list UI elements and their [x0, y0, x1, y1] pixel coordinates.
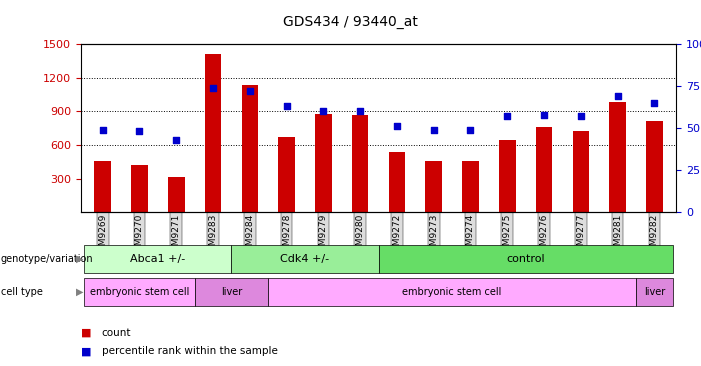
Bar [388, 152, 405, 212]
Bar [131, 165, 148, 212]
Bar [315, 113, 332, 212]
Point [97, 127, 108, 133]
Text: ■: ■ [81, 328, 91, 338]
Bar [168, 178, 184, 212]
Bar [278, 137, 295, 212]
Text: cell type: cell type [1, 287, 43, 297]
Bar [426, 161, 442, 212]
Text: embryonic stem cell: embryonic stem cell [402, 287, 502, 297]
Point [612, 93, 623, 99]
Point [207, 85, 219, 91]
Text: ▶: ▶ [76, 254, 83, 264]
Point [244, 88, 255, 94]
Text: GDS434 / 93440_at: GDS434 / 93440_at [283, 15, 418, 29]
Bar [536, 127, 552, 212]
Text: count: count [102, 328, 131, 338]
Point [502, 113, 513, 119]
Bar [352, 115, 369, 212]
Text: Cdk4 +/-: Cdk4 +/- [280, 254, 329, 264]
Point [465, 127, 476, 133]
Point [134, 128, 145, 134]
Bar [499, 141, 515, 212]
Bar [646, 122, 662, 212]
Text: genotype/variation: genotype/variation [1, 254, 93, 264]
Point [318, 108, 329, 114]
Text: liver: liver [221, 287, 242, 297]
Bar [462, 161, 479, 212]
Point [355, 108, 366, 114]
Point [576, 113, 587, 119]
Bar [95, 161, 111, 212]
Bar [242, 85, 258, 212]
Text: embryonic stem cell: embryonic stem cell [90, 287, 189, 297]
Point [428, 127, 440, 133]
Text: liver: liver [644, 287, 665, 297]
Text: ■: ■ [81, 346, 91, 356]
Point [649, 100, 660, 106]
Bar [205, 54, 222, 212]
Text: Abca1 +/-: Abca1 +/- [130, 254, 186, 264]
Text: ▶: ▶ [76, 287, 83, 297]
Bar [609, 102, 626, 212]
Text: control: control [506, 254, 545, 264]
Point [538, 112, 550, 117]
Point [391, 123, 402, 129]
Point [170, 137, 182, 143]
Bar [573, 131, 589, 212]
Text: percentile rank within the sample: percentile rank within the sample [102, 346, 278, 356]
Point [281, 103, 292, 109]
